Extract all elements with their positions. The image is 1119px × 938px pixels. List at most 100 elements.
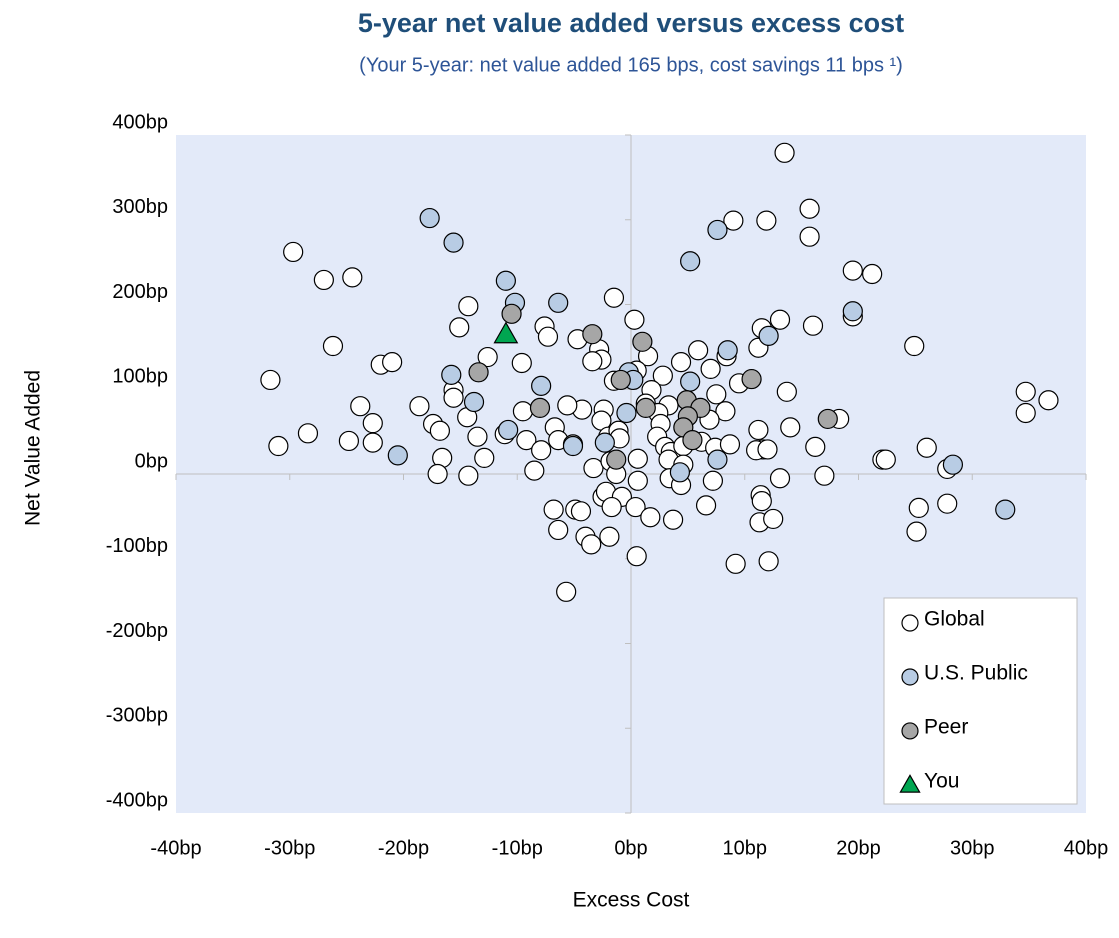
point bbox=[814, 465, 835, 486]
x-tick-label: -30bp bbox=[264, 837, 315, 859]
point bbox=[441, 364, 462, 385]
point bbox=[717, 340, 738, 361]
x-tick-label: 0bp bbox=[614, 837, 647, 859]
y-tick-label: -400bp bbox=[106, 789, 168, 811]
point bbox=[260, 369, 281, 391]
point bbox=[904, 335, 925, 357]
point bbox=[635, 397, 656, 418]
point bbox=[382, 352, 403, 373]
point bbox=[350, 396, 371, 417]
point bbox=[429, 420, 450, 441]
point bbox=[606, 449, 627, 470]
point bbox=[702, 470, 724, 491]
point bbox=[757, 439, 778, 460]
point bbox=[409, 396, 430, 417]
point bbox=[511, 352, 532, 374]
legend-label: Peer bbox=[924, 715, 968, 738]
point bbox=[338, 430, 359, 452]
point bbox=[769, 309, 791, 330]
point bbox=[670, 352, 692, 373]
point bbox=[548, 519, 569, 541]
point bbox=[916, 437, 937, 458]
point bbox=[603, 287, 625, 308]
x-tick-label: 30bp bbox=[950, 837, 995, 859]
point bbox=[625, 496, 646, 518]
legend-label: U.S. Public bbox=[924, 662, 1028, 685]
point bbox=[562, 435, 584, 457]
point bbox=[1038, 390, 1059, 411]
point bbox=[780, 417, 801, 438]
point bbox=[582, 351, 603, 372]
point bbox=[449, 317, 470, 338]
point bbox=[908, 497, 929, 518]
legend-label: You bbox=[924, 769, 959, 792]
legend-marker bbox=[901, 668, 919, 686]
chart-subtitle: (Your 5-year: net value added 165 bps, c… bbox=[359, 54, 903, 76]
point bbox=[493, 321, 519, 344]
point bbox=[707, 449, 728, 470]
legend-label: Global bbox=[924, 608, 985, 631]
y-axis-label: Net Value Added bbox=[22, 370, 45, 526]
point bbox=[477, 346, 498, 368]
point bbox=[875, 449, 896, 470]
point bbox=[688, 340, 709, 361]
point bbox=[495, 270, 516, 291]
point bbox=[626, 546, 647, 567]
point bbox=[769, 468, 791, 489]
x-tick-label: 10bp bbox=[723, 837, 768, 859]
point bbox=[501, 303, 522, 324]
point bbox=[937, 493, 958, 514]
point bbox=[557, 395, 578, 416]
y-tick-label: 200bp bbox=[112, 281, 168, 303]
point bbox=[524, 460, 545, 481]
x-tick-label: 40bp bbox=[1064, 837, 1109, 859]
x-axis-label: Excess Cost bbox=[573, 889, 690, 912]
legend-marker bbox=[901, 722, 919, 740]
point bbox=[583, 457, 604, 479]
point bbox=[419, 207, 440, 229]
point bbox=[652, 365, 673, 386]
point bbox=[610, 369, 631, 391]
point bbox=[632, 331, 653, 352]
y-tick-label: -300bp bbox=[106, 705, 168, 727]
point bbox=[758, 551, 779, 572]
point bbox=[616, 402, 637, 424]
point bbox=[362, 413, 383, 434]
point bbox=[427, 463, 448, 485]
point bbox=[624, 309, 645, 330]
x-tick-label: 20bp bbox=[836, 837, 881, 859]
point bbox=[599, 526, 620, 547]
point bbox=[715, 401, 736, 422]
x-tick-label: -40bp bbox=[150, 837, 201, 859]
point bbox=[463, 391, 485, 413]
point bbox=[1015, 402, 1036, 424]
point bbox=[748, 419, 769, 441]
point bbox=[342, 267, 363, 288]
point bbox=[387, 445, 408, 466]
point bbox=[906, 521, 927, 542]
point bbox=[774, 142, 795, 163]
legend-box bbox=[883, 597, 1078, 805]
x-tick-label: -10bp bbox=[492, 837, 543, 859]
point bbox=[862, 263, 883, 285]
point bbox=[776, 381, 797, 402]
point bbox=[458, 296, 479, 317]
point bbox=[516, 430, 537, 451]
point bbox=[529, 397, 551, 418]
point bbox=[531, 440, 552, 461]
point bbox=[322, 335, 344, 357]
point bbox=[313, 269, 334, 291]
y-tick-label: -100bp bbox=[106, 535, 168, 557]
point bbox=[680, 251, 701, 272]
point bbox=[756, 210, 777, 231]
point bbox=[682, 430, 703, 451]
point bbox=[751, 491, 772, 512]
point bbox=[581, 534, 602, 555]
y-tick-label: 0bp bbox=[135, 450, 168, 472]
point bbox=[799, 226, 820, 247]
point bbox=[531, 375, 552, 396]
y-tick-label: -200bp bbox=[106, 620, 168, 642]
point bbox=[817, 408, 838, 430]
legend-marker bbox=[899, 774, 921, 793]
